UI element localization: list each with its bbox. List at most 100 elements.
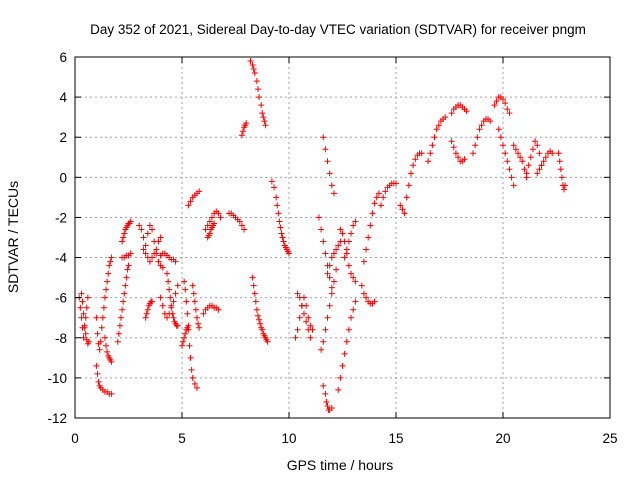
series-arc-02 — [78, 290, 92, 347]
data-point — [431, 134, 438, 141]
data-point — [335, 242, 342, 249]
data-point — [187, 198, 194, 205]
data-point — [330, 278, 337, 285]
data-point — [193, 384, 200, 391]
data-point — [159, 302, 166, 309]
data-point — [276, 218, 283, 225]
data-point — [307, 334, 314, 341]
series-arc-36 — [341, 218, 359, 261]
data-point — [538, 162, 545, 169]
data-point — [123, 274, 130, 281]
series-arc-50 — [555, 150, 569, 193]
data-point — [124, 266, 131, 273]
data-point — [470, 150, 477, 157]
data-point — [127, 250, 134, 257]
data-point — [120, 234, 127, 241]
data-point — [189, 374, 196, 381]
data-point — [425, 158, 432, 165]
data-point — [455, 154, 462, 161]
data-point — [328, 254, 335, 261]
data-point — [300, 310, 307, 317]
data-point — [115, 330, 122, 337]
data-point — [254, 312, 261, 319]
data-point — [211, 220, 218, 227]
data-point — [303, 318, 310, 325]
data-point — [243, 120, 250, 127]
data-point — [127, 218, 134, 225]
data-point — [118, 314, 125, 321]
data-point — [450, 144, 457, 151]
data-point — [500, 96, 506, 103]
data-point — [180, 338, 187, 345]
data-point — [169, 310, 176, 317]
x-tick-label: 5 — [178, 431, 186, 446]
data-point — [328, 182, 335, 189]
series-arc-38 — [358, 282, 378, 307]
data-point — [181, 334, 188, 341]
data-point — [261, 118, 268, 125]
data-point — [259, 110, 266, 117]
data-point — [195, 320, 202, 327]
data-point — [149, 254, 156, 261]
data-point — [352, 278, 359, 285]
data-point — [144, 230, 151, 237]
data-point — [536, 150, 543, 157]
y-tick-label: -2 — [55, 210, 67, 225]
data-point — [174, 282, 181, 289]
data-point — [98, 324, 105, 331]
data-point — [170, 298, 177, 305]
data-point — [253, 78, 260, 85]
data-point — [125, 262, 132, 269]
series-arc-09 — [136, 222, 166, 271]
data-point — [153, 246, 160, 253]
data-point — [318, 226, 325, 233]
data-point — [251, 70, 258, 77]
data-point — [247, 58, 254, 65]
data-point — [328, 404, 335, 411]
data-point — [155, 238, 162, 245]
data-point — [307, 322, 314, 329]
data-point — [508, 174, 515, 181]
series-arc-18 — [185, 188, 203, 209]
data-point — [555, 150, 562, 157]
data-point — [136, 222, 143, 229]
data-point — [149, 298, 156, 305]
data-point — [286, 250, 292, 257]
data-point — [476, 126, 483, 133]
data-point — [320, 238, 327, 245]
data-point — [257, 320, 264, 327]
data-point — [452, 150, 459, 157]
data-point — [348, 270, 355, 277]
data-point — [405, 182, 412, 189]
data-point — [170, 314, 177, 321]
data-point — [80, 334, 87, 341]
data-point — [367, 222, 374, 229]
data-point — [448, 110, 455, 117]
data-point — [333, 266, 340, 273]
data-point — [410, 162, 417, 169]
tick-layer: 0 5 10 15 20 25 -12 -10 -8 -6 -4 -2 0 2 4 6 — [47, 50, 617, 446]
data-point — [108, 254, 115, 261]
data-point — [326, 170, 333, 177]
data-point — [527, 154, 534, 161]
data-point — [104, 278, 111, 285]
data-point — [326, 262, 333, 269]
data-point — [268, 178, 275, 185]
data-point — [190, 290, 197, 297]
data-point — [429, 142, 436, 149]
data-point — [341, 254, 348, 261]
data-point — [151, 250, 158, 257]
data-point — [280, 238, 287, 245]
data-point — [330, 250, 337, 257]
data-point — [264, 338, 271, 345]
data-point — [360, 290, 367, 297]
series-arc-11 — [142, 298, 156, 321]
series-arc-43 — [448, 138, 468, 165]
series-arc-07 — [119, 218, 134, 245]
data-point — [142, 250, 149, 257]
data-point — [204, 222, 211, 229]
data-point — [542, 154, 549, 161]
data-point — [215, 306, 222, 313]
chart-title: Day 352 of 2021, Sidereal Day-to-day VTE… — [90, 22, 586, 37]
